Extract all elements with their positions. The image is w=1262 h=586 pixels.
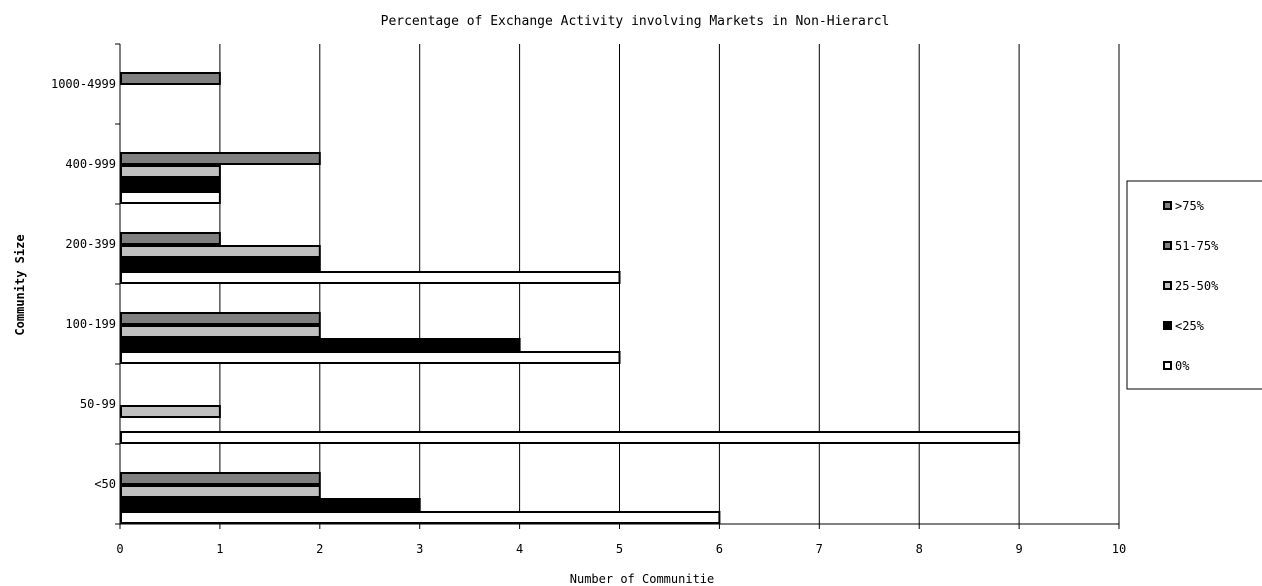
bars	[120, 72, 1021, 524]
y-tick-label: 1000-4999	[51, 77, 116, 91]
bar	[120, 191, 221, 204]
x-tick-label: 5	[616, 542, 623, 556]
legend-label: <25%	[1175, 319, 1205, 333]
y-tick-label: 400-999	[65, 157, 116, 171]
bar	[120, 232, 221, 245]
legend-label: 25-50%	[1175, 279, 1219, 293]
bar	[120, 312, 321, 325]
x-axis-title: Number of Communitie	[570, 572, 715, 586]
x-tick-label: 10	[1112, 542, 1126, 556]
legend-label: 0%	[1175, 359, 1190, 373]
x-tick-label: 2	[316, 542, 323, 556]
y-axis-title: Community Size	[13, 234, 27, 335]
bar	[120, 498, 421, 511]
x-tick-label: 9	[1015, 542, 1022, 556]
bar	[120, 178, 221, 191]
legend: >75% 51-75% 25-50% <25% 0%	[1126, 180, 1262, 390]
legend-swatch	[1163, 241, 1172, 250]
y-tick-label: <50	[94, 477, 116, 491]
bar	[120, 472, 321, 485]
bar	[120, 72, 221, 85]
x-tick-label: 3	[416, 542, 423, 556]
x-tick-label: 7	[816, 542, 823, 556]
legend-swatch	[1163, 321, 1172, 330]
bar	[120, 271, 621, 284]
y-tick-label: 50-99	[80, 397, 116, 411]
bar	[120, 511, 721, 524]
bar	[120, 258, 321, 271]
bar	[120, 152, 321, 165]
x-axis: 0 1 2 3 4 5 6 7 8 9 10	[116, 523, 1126, 556]
bar	[120, 245, 321, 258]
bar	[120, 338, 521, 351]
bar	[120, 325, 321, 338]
legend-box	[1126, 180, 1262, 390]
bar	[120, 405, 221, 418]
legend-label: 51-75%	[1175, 239, 1219, 253]
bar	[120, 351, 621, 364]
legend-label: >75%	[1175, 199, 1205, 213]
bar	[120, 431, 1021, 444]
legend-swatch	[1163, 201, 1172, 210]
bar	[120, 485, 321, 498]
legend-swatch	[1163, 361, 1172, 370]
y-tick-label: 200-399	[65, 237, 116, 251]
x-tick-label: 4	[516, 542, 523, 556]
x-tick-label: 8	[916, 542, 923, 556]
y-axis: <50 50-99 100-199 200-399 400-999 1000-4999	[51, 43, 121, 525]
bar	[120, 165, 221, 178]
x-tick-label: 1	[216, 542, 223, 556]
x-tick-label: 6	[716, 542, 723, 556]
legend-swatch	[1163, 281, 1172, 290]
y-tick-label: 100-199	[65, 317, 116, 331]
chart-title: Percentage of Exchange Activity involvin…	[381, 14, 890, 29]
x-tick-label: 0	[116, 542, 123, 556]
